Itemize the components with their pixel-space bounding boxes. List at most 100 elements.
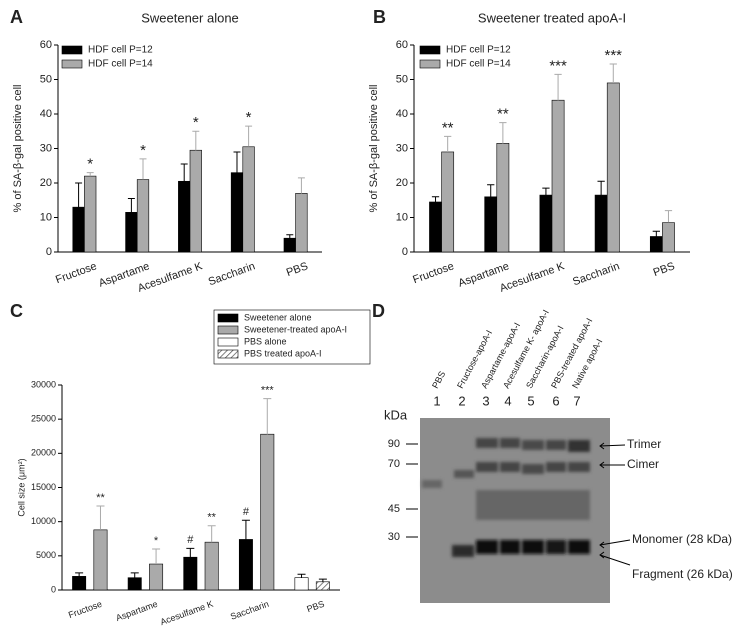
chart-title: Sweetener alone xyxy=(141,10,239,25)
error-bar xyxy=(245,125,253,147)
error-bar xyxy=(127,198,135,213)
error-bar xyxy=(263,398,272,435)
significance: # xyxy=(187,534,194,546)
bar xyxy=(178,180,191,253)
band-label: Fragment (26 kDa) xyxy=(632,567,733,581)
error-bar xyxy=(192,130,200,151)
legend-swatch xyxy=(61,45,83,55)
significance: ** xyxy=(96,492,105,504)
bar xyxy=(551,99,565,253)
band-arrow xyxy=(599,442,626,450)
error-bar xyxy=(86,172,94,177)
error-bar xyxy=(297,177,305,194)
y-tick-label: 15000 xyxy=(31,482,56,492)
significance: ** xyxy=(497,106,509,123)
error-bar xyxy=(180,163,188,182)
y-tick-label: 20 xyxy=(396,177,408,189)
significance: ** xyxy=(442,119,454,136)
error-bar xyxy=(139,158,147,180)
legend-label: PBS treated apoA-I xyxy=(244,348,322,358)
legend-swatch xyxy=(217,337,239,347)
y-tick-label: 20000 xyxy=(31,448,56,458)
bar xyxy=(315,581,330,591)
bar xyxy=(125,212,138,253)
bar xyxy=(441,151,455,253)
lane-number: 6 xyxy=(552,393,559,408)
error-bar xyxy=(286,234,294,239)
error-bar xyxy=(318,578,327,582)
lane-number: 1 xyxy=(433,393,440,408)
y-tick-label: 0 xyxy=(46,246,52,258)
bar xyxy=(283,237,296,253)
bar xyxy=(204,541,219,591)
bar xyxy=(93,529,108,591)
legend-swatch xyxy=(419,59,441,69)
panel-label: C xyxy=(10,301,23,321)
legend: Sweetener alone Sweetener-treated apoA-I P… xyxy=(213,309,371,365)
error-bar xyxy=(597,180,605,196)
bar xyxy=(539,194,553,253)
y-tick-label: 50 xyxy=(396,73,408,85)
bar xyxy=(295,193,308,253)
legend-label: HDF cell P=14 xyxy=(446,59,511,70)
bar xyxy=(149,563,164,591)
error-bar xyxy=(499,122,507,144)
bar xyxy=(594,194,608,253)
band-label: Cimer xyxy=(627,457,659,471)
x-tick-label: Fructose xyxy=(411,260,455,286)
error-bar xyxy=(444,135,452,152)
x-tick-label: Fructose xyxy=(67,599,103,620)
marker-label: 90 xyxy=(388,438,400,450)
error-bar xyxy=(207,525,216,543)
bar xyxy=(189,149,202,253)
legend-swatch xyxy=(217,313,239,323)
significance: # xyxy=(243,506,250,518)
legend-label: Sweetener-treated apoA-I xyxy=(244,324,347,334)
bar xyxy=(496,143,510,253)
error-bar xyxy=(130,572,139,578)
y-tick-label: 0 xyxy=(51,584,56,594)
bar xyxy=(260,433,275,591)
y-axis-label: % of SA-β-gal positive cell xyxy=(12,85,24,213)
y-tick-label: 0 xyxy=(402,246,408,258)
band-label: Monomer (28 kDa) xyxy=(632,532,732,546)
y-tick-label: 10 xyxy=(396,211,408,223)
error-bar xyxy=(152,548,161,565)
y-tick-label: 30000 xyxy=(31,379,56,389)
bar xyxy=(230,172,244,253)
significance: * xyxy=(193,114,199,131)
x-tick-label: Aspartame xyxy=(115,599,159,623)
x-tick-label: PBS xyxy=(285,260,310,279)
y-axis-label: Cell size (μm²) xyxy=(16,458,26,516)
bar xyxy=(606,82,620,253)
x-tick-label: Fructose xyxy=(54,260,98,286)
significance: *** xyxy=(261,385,275,397)
marker-label: 30 xyxy=(388,531,400,543)
error-bar xyxy=(75,572,84,577)
y-tick-label: 10000 xyxy=(31,516,56,526)
legend-label: HDF cell P=14 xyxy=(88,59,153,70)
bar xyxy=(294,577,309,591)
error-bar xyxy=(554,73,562,101)
band-arrow xyxy=(599,539,631,549)
lane-number: 4 xyxy=(504,393,511,408)
error-bar xyxy=(297,573,306,578)
error-bar xyxy=(609,63,617,83)
blot-image xyxy=(420,418,610,603)
error-bar xyxy=(233,151,241,173)
error-bar xyxy=(431,196,440,202)
unit-label: kDa xyxy=(384,407,408,422)
significance: * xyxy=(140,142,146,159)
error-bar xyxy=(542,187,550,196)
y-tick-label: 25000 xyxy=(31,414,56,424)
x-tick-label: Saccharin xyxy=(229,599,270,622)
marker-label: 45 xyxy=(388,503,400,515)
x-tick-label: Acesulfame K xyxy=(159,599,215,627)
x-tick-label: Saccharin xyxy=(207,260,257,288)
legend-box xyxy=(213,309,371,365)
lane-number: 3 xyxy=(482,393,489,408)
legend-label: HDF cell P=12 xyxy=(88,45,153,56)
x-tick-label: PBS xyxy=(652,260,677,279)
y-tick-label: 30 xyxy=(396,142,408,154)
